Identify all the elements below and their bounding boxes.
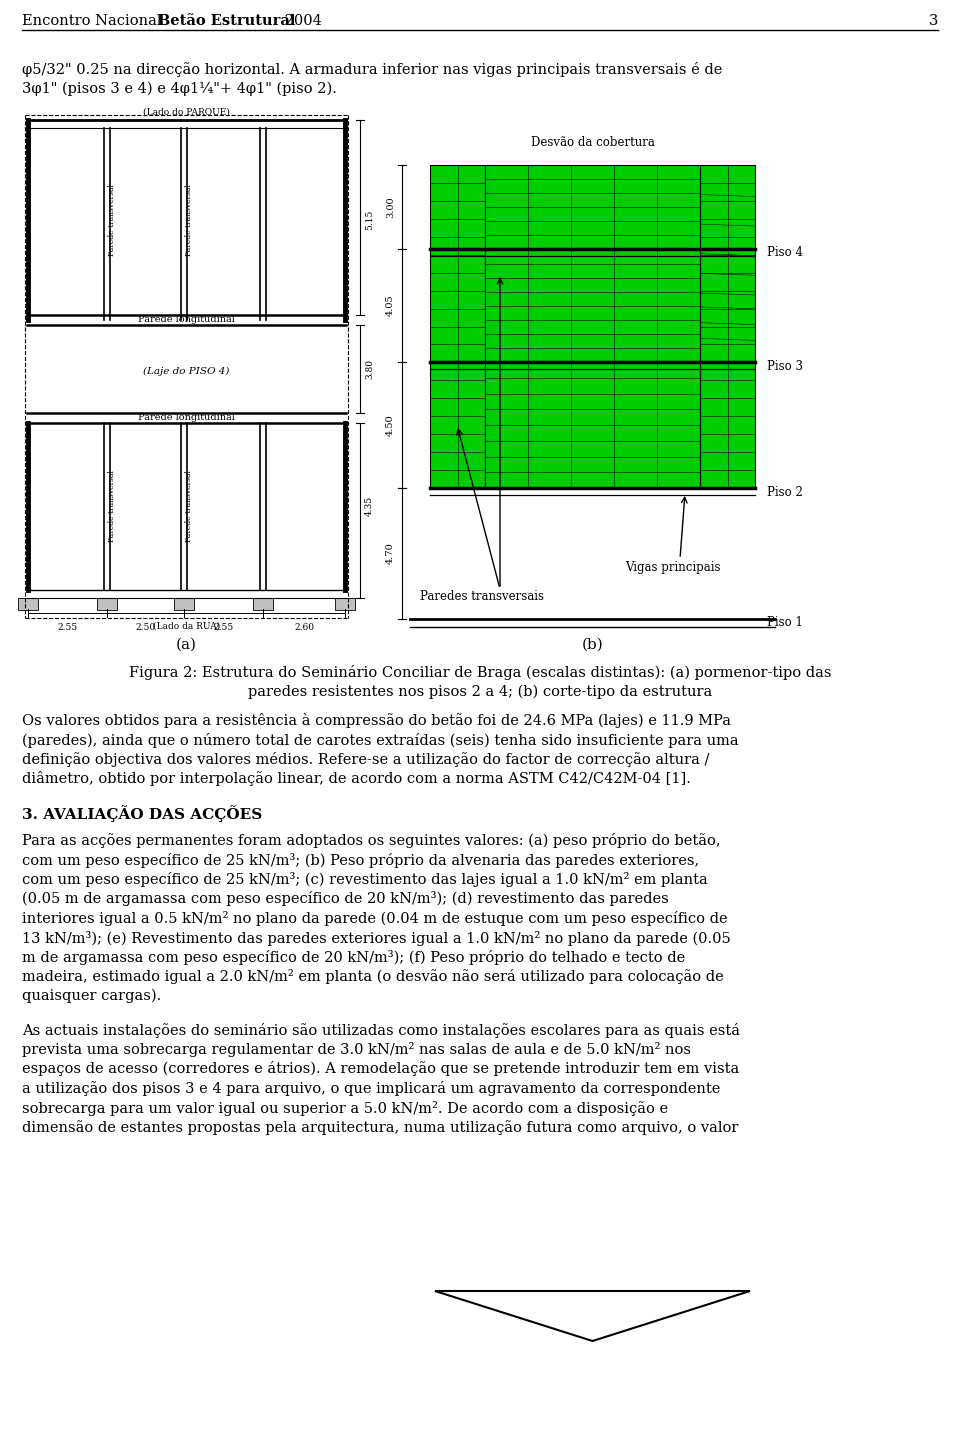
Text: Parede transversal: Parede transversal	[185, 470, 193, 542]
Text: 2004: 2004	[280, 15, 322, 28]
Text: Piso 1: Piso 1	[767, 616, 803, 629]
Text: (0.05 m de argamassa com peso específico de 20 kN/m³); (d) revestimento das pare: (0.05 m de argamassa com peso específico…	[22, 891, 669, 907]
Text: Figura 2: Estrutura do Seminário Conciliar de Braga (escalas distintas): (a) por: Figura 2: Estrutura do Seminário Concili…	[129, 665, 831, 680]
Text: 13 kN/m³); (e) Revestimento das paredes exteriores igual a 1.0 kN/m² no plano da: 13 kN/m³); (e) Revestimento das paredes …	[22, 930, 731, 945]
Text: Piso 4: Piso 4	[767, 246, 803, 259]
Text: Parede longitudinal: Parede longitudinal	[138, 414, 235, 422]
Bar	[430, 165, 485, 488]
Text: espaços de acesso (corredores e átrios). A remodelação que se pretende introduzi: espaços de acesso (corredores e átrios).…	[22, 1061, 739, 1076]
Text: 5.15: 5.15	[365, 210, 374, 230]
Bar	[335, 598, 355, 610]
Text: Parede longitudinal: Parede longitudinal	[138, 316, 235, 325]
Text: 2.60: 2.60	[294, 623, 314, 632]
Text: interiores igual a 0.5 kN/m² no plano da parede (0.04 m de estuque com um peso e: interiores igual a 0.5 kN/m² no plano da…	[22, 911, 728, 926]
Text: paredes resistentes nos pisos 2 a 4; (b) corte-tipo da estrutura: paredes resistentes nos pisos 2 a 4; (b)…	[248, 684, 712, 699]
Text: dimensão de estantes propostas pela arquitectura, numa utilização futura como ar: dimensão de estantes propostas pela arqu…	[22, 1120, 738, 1134]
Text: As actuais instalações do seminário são utilizadas como instalações escolares pa: As actuais instalações do seminário são …	[22, 1022, 740, 1038]
Text: 3. AVALIAÇÃO DAS ACÇÕES: 3. AVALIAÇÃO DAS ACÇÕES	[22, 805, 262, 821]
Text: 3.80: 3.80	[365, 360, 374, 379]
Text: com um peso específico de 25 kN/m³; (c) revestimento das lajes igual a 1.0 kN/m²: com um peso específico de 25 kN/m³; (c) …	[22, 872, 708, 887]
Text: 3: 3	[928, 15, 938, 28]
Text: a utilização dos pisos 3 e 4 para arquivo, o que implicará um agravamento da cor: a utilização dos pisos 3 e 4 para arquiv…	[22, 1080, 720, 1096]
Text: (Laje do PISO 4): (Laje do PISO 4)	[143, 367, 229, 376]
Bar	[253, 598, 273, 610]
Text: sobrecarga para um valor igual ou superior a 5.0 kN/m². De acordo com a disposiç: sobrecarga para um valor igual ou superi…	[22, 1101, 668, 1115]
Text: φ5/32" 0.25 na direcção horizontal. A armadura inferior nas vigas principais tra: φ5/32" 0.25 na direcção horizontal. A ar…	[22, 63, 722, 77]
Text: Parede transversal: Parede transversal	[108, 470, 116, 542]
Text: (b): (b)	[582, 638, 604, 652]
Text: Paredes transversais: Paredes transversais	[420, 591, 544, 603]
Text: 3.00: 3.00	[386, 197, 395, 218]
Text: (paredes), ainda que o número total de carotes extraídas (seis) tenha sido insuf: (paredes), ainda que o número total de c…	[22, 732, 738, 747]
Bar	[174, 598, 194, 610]
Text: quaisquer cargas).: quaisquer cargas).	[22, 989, 161, 1003]
Text: Para as acções permanentes foram adoptados os seguintes valores: (a) peso própri: Para as acções permanentes foram adoptad…	[22, 833, 721, 847]
Text: 4.35: 4.35	[365, 496, 374, 515]
Bar	[485, 165, 700, 488]
Text: Parede transversal: Parede transversal	[185, 183, 193, 256]
Text: diâmetro, obtido por interpolação linear, de acordo com a norma ASTM C42/C42M-04: diâmetro, obtido por interpolação linear…	[22, 772, 691, 786]
Text: prevista uma sobrecarga regulamentar de 3.0 kN/m² nas salas de aula e de 5.0 kN/: prevista uma sobrecarga regulamentar de …	[22, 1042, 691, 1057]
Text: definição objectiva dos valores médios. Refere-se a utilização do factor de corr: definição objectiva dos valores médios. …	[22, 751, 709, 767]
Text: 4.50: 4.50	[386, 414, 395, 435]
Text: Os valores obtidos para a resistência à compressão do betão foi de 24.6 MPa (laj: Os valores obtidos para a resistência à …	[22, 713, 731, 728]
Text: 4.70: 4.70	[386, 542, 395, 563]
Text: Desvão da cobertura: Desvão da cobertura	[531, 137, 655, 150]
Text: Betão Estrutural: Betão Estrutural	[158, 15, 296, 28]
Text: 3φ1" (pisos 3 e 4) e 4φ1¼"+ 4φ1" (piso 2).: 3φ1" (pisos 3 e 4) e 4φ1¼"+ 4φ1" (piso 2…	[22, 82, 337, 96]
Bar	[700, 165, 755, 488]
Bar	[97, 598, 117, 610]
Text: Piso 2: Piso 2	[767, 485, 803, 498]
Text: (Lado do PARQUE): (Lado do PARQUE)	[143, 108, 230, 116]
Text: 2.50: 2.50	[135, 623, 156, 632]
Text: com um peso específico de 25 kN/m³; (b) Peso próprio da alvenaria das paredes ex: com um peso específico de 25 kN/m³; (b) …	[22, 853, 699, 868]
Text: madeira, estimado igual a 2.0 kN/m² em planta (o desvão não será utilizado para : madeira, estimado igual a 2.0 kN/m² em p…	[22, 970, 724, 984]
Text: Encontro Nacional: Encontro Nacional	[22, 15, 166, 28]
Bar	[18, 598, 38, 610]
Text: m de argamassa com peso específico de 20 kN/m³); (f) Peso próprio do telhado e t: m de argamassa com peso específico de 20…	[22, 949, 685, 965]
Text: (Lado da RUA): (Lado da RUA)	[153, 622, 220, 630]
Text: (a): (a)	[176, 638, 197, 652]
Text: Vigas principais: Vigas principais	[625, 561, 721, 574]
Text: 2.55: 2.55	[213, 623, 233, 632]
Text: 4.05: 4.05	[386, 294, 395, 316]
Text: Parede transversal: Parede transversal	[108, 183, 116, 256]
Text: 2.55: 2.55	[58, 623, 78, 632]
Text: Piso 3: Piso 3	[767, 360, 803, 373]
